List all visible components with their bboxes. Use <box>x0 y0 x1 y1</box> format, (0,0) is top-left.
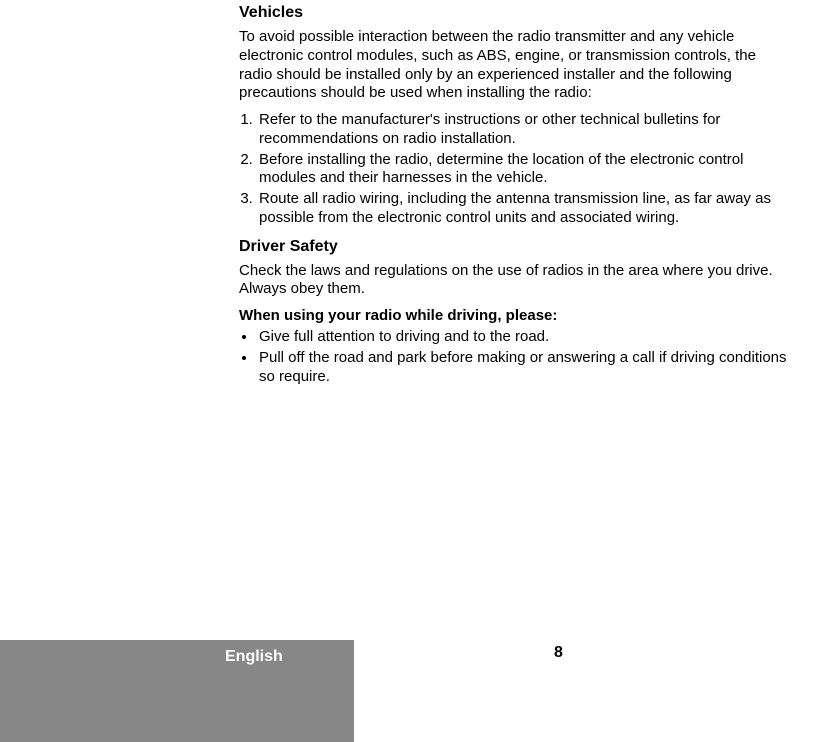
heading-vehicles: Vehicles <box>239 4 791 22</box>
footer-language: English <box>225 648 283 666</box>
driver-safety-bullet-2: Pull off the road and park before making… <box>257 349 791 387</box>
vehicles-list: Refer to the manufacturer's instructions… <box>239 111 791 228</box>
vehicles-item-3: Route all radio wiring, including the an… <box>257 190 791 228</box>
driver-safety-bullet-1: Give full attention to driving and to th… <box>257 328 791 347</box>
heading-driver-safety: Driver Safety <box>239 238 791 256</box>
footer-bar <box>0 640 354 742</box>
driver-safety-bullets: Give full attention to driving and to th… <box>239 328 791 386</box>
vehicles-intro: To avoid possible interaction between th… <box>239 28 791 103</box>
page-number: 8 <box>554 644 563 662</box>
vehicles-item-1: Refer to the manufacturer's instructions… <box>257 111 791 149</box>
driver-safety-intro: Check the laws and regulations on the us… <box>239 262 791 300</box>
driver-safety-subheading: When using your radio while driving, ple… <box>239 307 791 324</box>
page-content: Vehicles To avoid possible interaction b… <box>239 4 791 388</box>
vehicles-item-2: Before installing the radio, determine t… <box>257 151 791 189</box>
